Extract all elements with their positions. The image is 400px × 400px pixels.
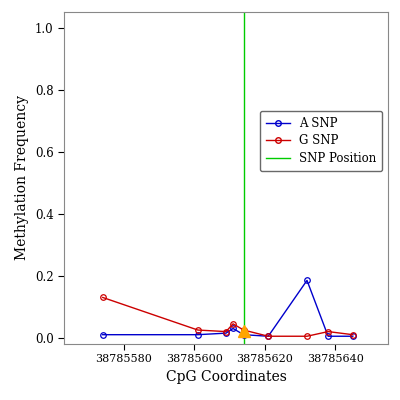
Legend: A SNP, G SNP, SNP Position: A SNP, G SNP, SNP Position <box>260 111 382 171</box>
Y-axis label: Methylation Frequency: Methylation Frequency <box>15 96 29 260</box>
X-axis label: CpG Coordinates: CpG Coordinates <box>166 370 286 384</box>
